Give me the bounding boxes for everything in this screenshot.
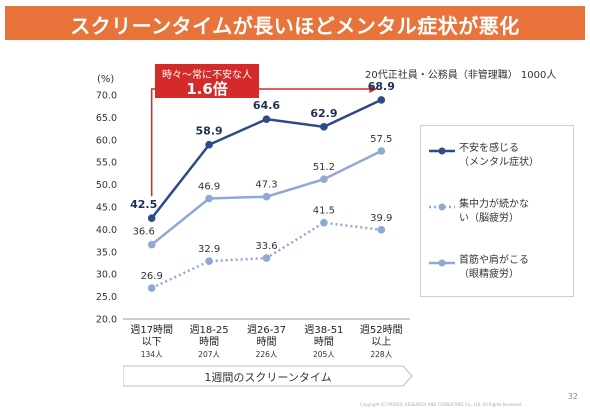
data-point [147, 214, 156, 222]
data-label: 68.9 [368, 80, 395, 93]
copyright: Copyright (C) PERSOL RESEARCH AND CONSUL… [360, 402, 523, 407]
survey-subtitle: 20代正社員・公務員（非管理職） 1000人 [365, 70, 557, 81]
callout-line1: 時々～常に不安な人 [162, 70, 252, 81]
data-label: 39.9 [370, 213, 392, 224]
y-tick-label: 30.0 [96, 270, 117, 281]
legend-label: 首筋や肩がこる [459, 255, 529, 266]
y-tick-label: 70.0 [96, 91, 117, 102]
legend-label: 不安を感じる [459, 143, 519, 154]
data-label: 36.6 [133, 227, 155, 238]
data-point [205, 194, 213, 203]
data-point [377, 147, 386, 155]
data-point [205, 257, 213, 266]
data-point [262, 192, 271, 201]
y-tick-label: 50.0 [96, 180, 117, 191]
data-point [320, 123, 328, 131]
legend-label: （眼精疲労） [459, 269, 519, 280]
sample-size-label: 207人 [198, 350, 220, 359]
data-point [262, 254, 271, 262]
data-point [262, 115, 271, 123]
legend-solid-light-marker-icon [429, 259, 455, 267]
y-axis-unit: (%) [97, 74, 115, 85]
callout-arrow-line [150, 88, 370, 197]
x-tick-label: 以下 [142, 337, 162, 348]
x-tick-label: 週26-37 [247, 324, 286, 336]
data-label: 46.9 [198, 181, 220, 192]
data-label: 51.2 [313, 162, 335, 173]
data-point [147, 284, 156, 292]
x-tick-label: 以上 [371, 336, 391, 348]
x-tick-label: 時間 [314, 336, 334, 348]
data-label: 62.9 [310, 107, 337, 120]
sample-size-label: 134人 [141, 350, 163, 359]
legend-label: 集中力が続かな [459, 199, 529, 210]
x-tick-label: 週52時間 [360, 324, 403, 336]
x-tick-label: 週18-25 [190, 324, 229, 336]
y-tick-label: 55.0 [96, 158, 117, 169]
y-tick-label: 45.0 [96, 203, 117, 214]
x-tick-label: 時間 [199, 336, 219, 348]
legend-solid-dark-marker-icon [429, 147, 455, 155]
y-tick-label: 25.0 [96, 292, 117, 303]
y-tick-label: 40.0 [96, 225, 117, 236]
callout-box: 時々～常に不安な人 1.6倍 [155, 64, 259, 98]
callout-ratio: 1.6倍 [186, 80, 228, 98]
x-axis-title: 1週間のスクリーンタイム [204, 371, 332, 384]
y-tick-label: 35.0 [96, 247, 117, 258]
title-bar: スクリーンタイムが長いほどメンタル症状が悪化 [5, 6, 585, 40]
data-point [205, 140, 213, 149]
data-label: 64.6 [253, 99, 280, 112]
data-point [147, 240, 156, 249]
legend-label: い（脳疲労） [459, 213, 519, 224]
x-tick-label: 時間 [257, 336, 277, 348]
y-tick-label: 65.0 [96, 113, 117, 124]
x-tick-label: 週17時間 [130, 324, 173, 336]
data-label: 57.5 [370, 134, 392, 145]
x-axis-title-arrow [123, 365, 413, 387]
data-point [377, 96, 386, 104]
legend-label: （メンタル症状） [459, 157, 539, 168]
data-label: 41.5 [313, 206, 335, 217]
sample-size-label: 228人 [370, 350, 392, 359]
page-title: スクリーンタイムが長いほどメンタル症状が悪化 [70, 14, 520, 38]
callout-arrowhead-icon [369, 85, 378, 93]
legend-dotted-marker-icon [429, 203, 455, 211]
x-tick-label: 週38-51 [304, 324, 343, 336]
data-point [320, 175, 328, 184]
data-label: 47.3 [255, 180, 277, 191]
sample-size-label: 205人 [313, 350, 335, 359]
y-tick-label: 60.0 [96, 135, 117, 146]
data-point [377, 226, 386, 234]
data-label: 58.9 [196, 125, 223, 138]
data-label: 42.5 [130, 198, 157, 211]
y-tick-label: 20.0 [96, 315, 117, 326]
data-label: 26.9 [141, 271, 163, 282]
data-point [320, 218, 328, 227]
data-label: 33.6 [255, 241, 277, 252]
data-label: 32.9 [198, 244, 220, 255]
legend: 不安を感じる （メンタル症状） 集中力が続かな い（脳疲労） 首筋や肩がこる （… [420, 125, 574, 297]
sample-size-label: 226人 [256, 350, 278, 359]
page-number: 32 [567, 392, 578, 401]
